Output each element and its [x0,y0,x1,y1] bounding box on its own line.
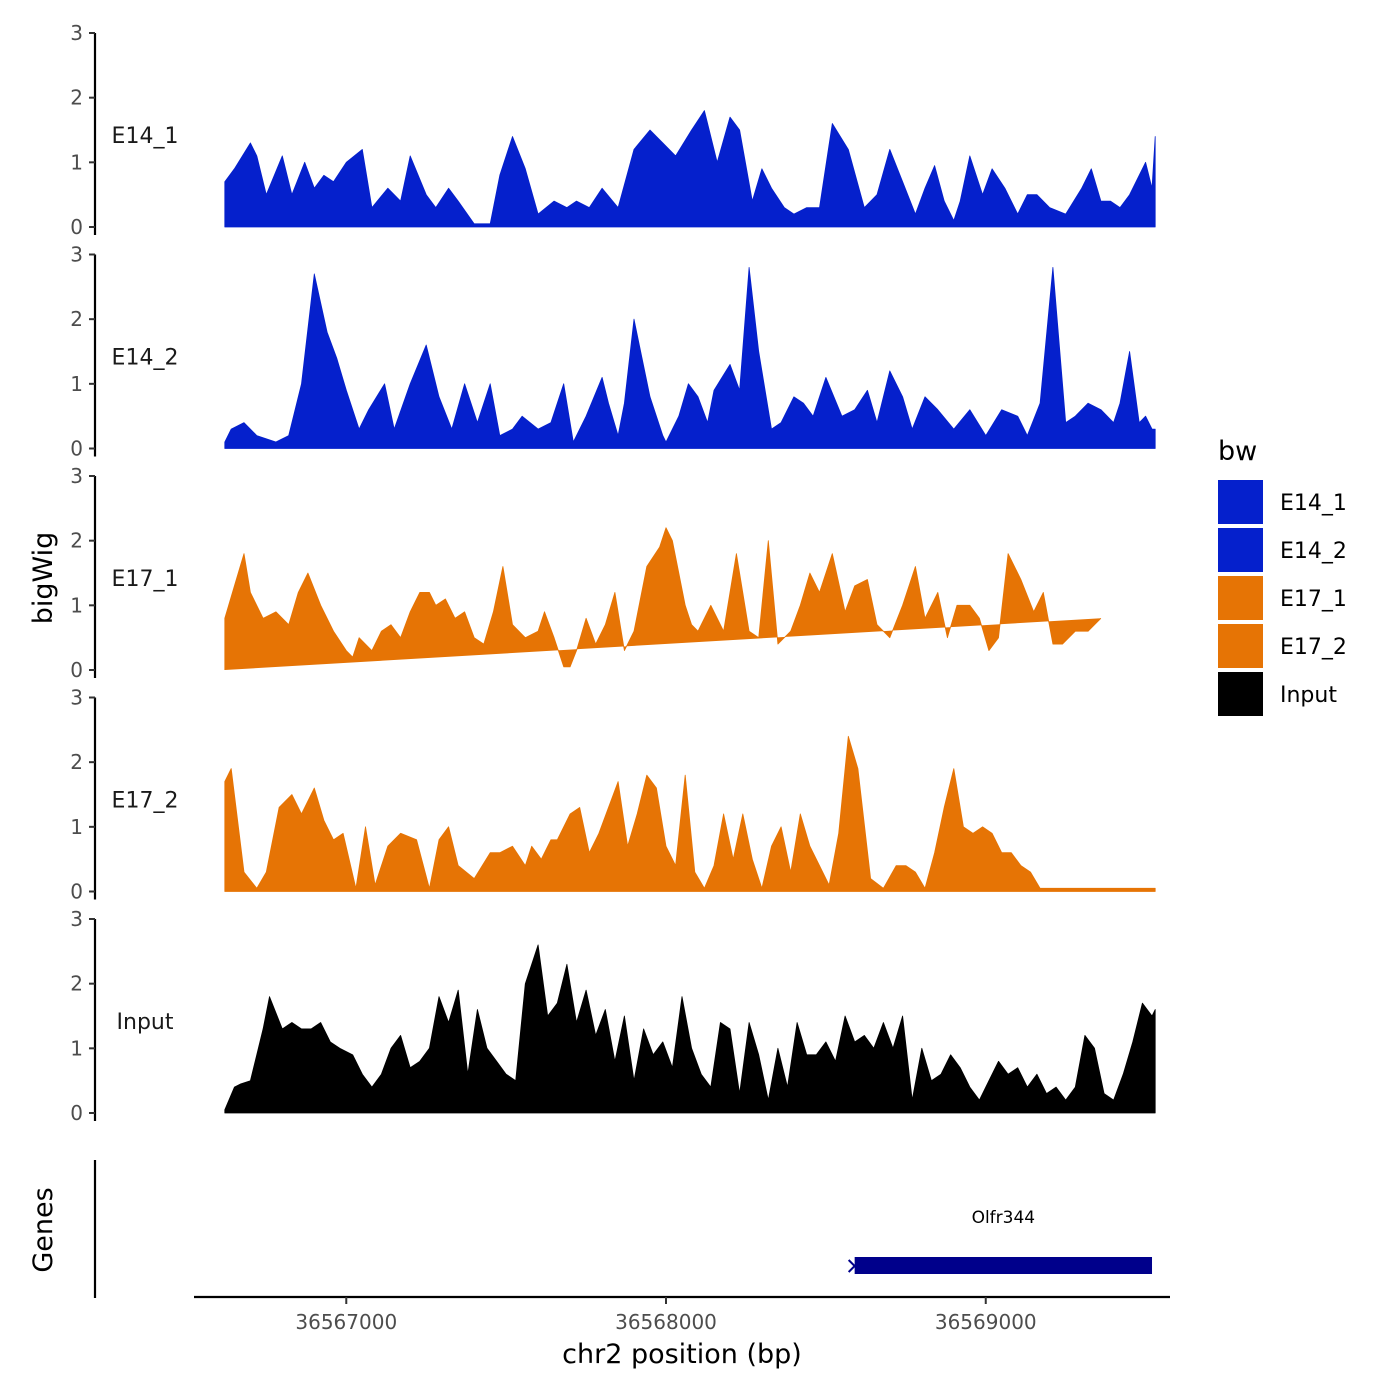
legend-swatch [1218,672,1263,716]
y-tick-label: 2 [70,307,83,331]
legend-swatch [1218,528,1263,572]
track-area-input [224,944,1156,1114]
y-tick-label: 3 [70,243,83,267]
y-tick-label: 1 [70,372,83,396]
x-tick-label: 36568000 [615,1310,717,1334]
x-tick-label: 36567000 [295,1310,397,1334]
legend-label: E14_2 [1280,539,1347,564]
track-e14-2: 0 1 2 3 E14_2 [70,243,1156,461]
y-tick-label: 3 [70,464,83,488]
y-tick-label: 1 [70,1036,83,1060]
legend-title: bw [1218,436,1257,467]
x-tick-label: 36569000 [935,1310,1037,1334]
legend-swatch [1218,576,1263,620]
y-tick-label: 1 [70,815,83,839]
track-area-e17-2 [224,735,1156,892]
gene-track: Olfr344 [93,1160,1153,1298]
track-label: Input [117,1010,174,1035]
y-tick-label: 3 [70,686,83,710]
track-input: 0 1 2 3 Input [70,907,1156,1125]
track-e14-1: 0 1 2 3 E14_1 [70,21,1156,239]
y-tick-label: 1 [70,150,83,174]
y-tick-label: 1 [70,593,83,617]
legend-item: E17_2 [1218,624,1347,668]
x-axis: 36567000 36568000 36569000 [194,1295,1170,1334]
y-tick-label: 3 [70,907,83,931]
gene-label: Olfr344 [972,1208,1036,1228]
track-area-e14-2 [224,267,1156,449]
y-tick-label: 2 [70,529,83,553]
track-label: E17_2 [112,789,179,814]
track-e17-2: 0 1 2 3 E17_2 [70,686,1156,904]
gene-olfr344: Olfr344 [847,1208,1153,1274]
bigwig-tracks: 0 1 2 3 E14_1 0 1 2 3 E14_2 0 1 2 3 E17_1 0 1 2 3 E17_2 0 1 2 3… [70,21,1156,1125]
y-tick-label: 0 [70,880,83,904]
y-tick-label: 2 [70,972,83,996]
y-tick-label: 2 [70,750,83,774]
legend-label: E17_1 [1280,587,1347,612]
legend-swatch [1218,624,1263,668]
track-area-e17-1 [224,527,1102,670]
y-tick-label: 2 [70,86,83,110]
legend-label: Input [1280,683,1337,708]
legend-item: E17_1 [1218,576,1347,620]
y-tick-label: 0 [70,437,83,461]
y-tick-label: 0 [70,215,83,239]
y-tick-label: 0 [70,658,83,682]
track-area-e14-1 [224,110,1156,228]
strand-arrow-icon [847,1259,857,1273]
y-tick-label: 3 [70,21,83,45]
track-label: E14_1 [112,124,179,149]
track-e17-1: 0 1 2 3 E17_1 [70,464,1102,682]
legend-label: E17_2 [1280,635,1347,660]
y-axis-title: bigWig [28,532,59,625]
track-label: E14_2 [112,346,179,371]
y-tick-label: 0 [70,1101,83,1125]
gene-body [854,1257,1153,1274]
legend-item: Input [1218,672,1337,716]
legend: bw E14_1 E14_2 E17_1 E17_2 Input [1218,436,1347,716]
legend-item: E14_1 [1218,480,1347,524]
genes-axis-title: Genes [28,1187,59,1272]
x-axis-title: chr2 position (bp) [562,1339,802,1370]
legend-item: E14_2 [1218,528,1347,572]
legend-label: E14_1 [1280,491,1347,516]
legend-swatch [1218,480,1263,524]
track-label: E17_1 [112,567,179,592]
